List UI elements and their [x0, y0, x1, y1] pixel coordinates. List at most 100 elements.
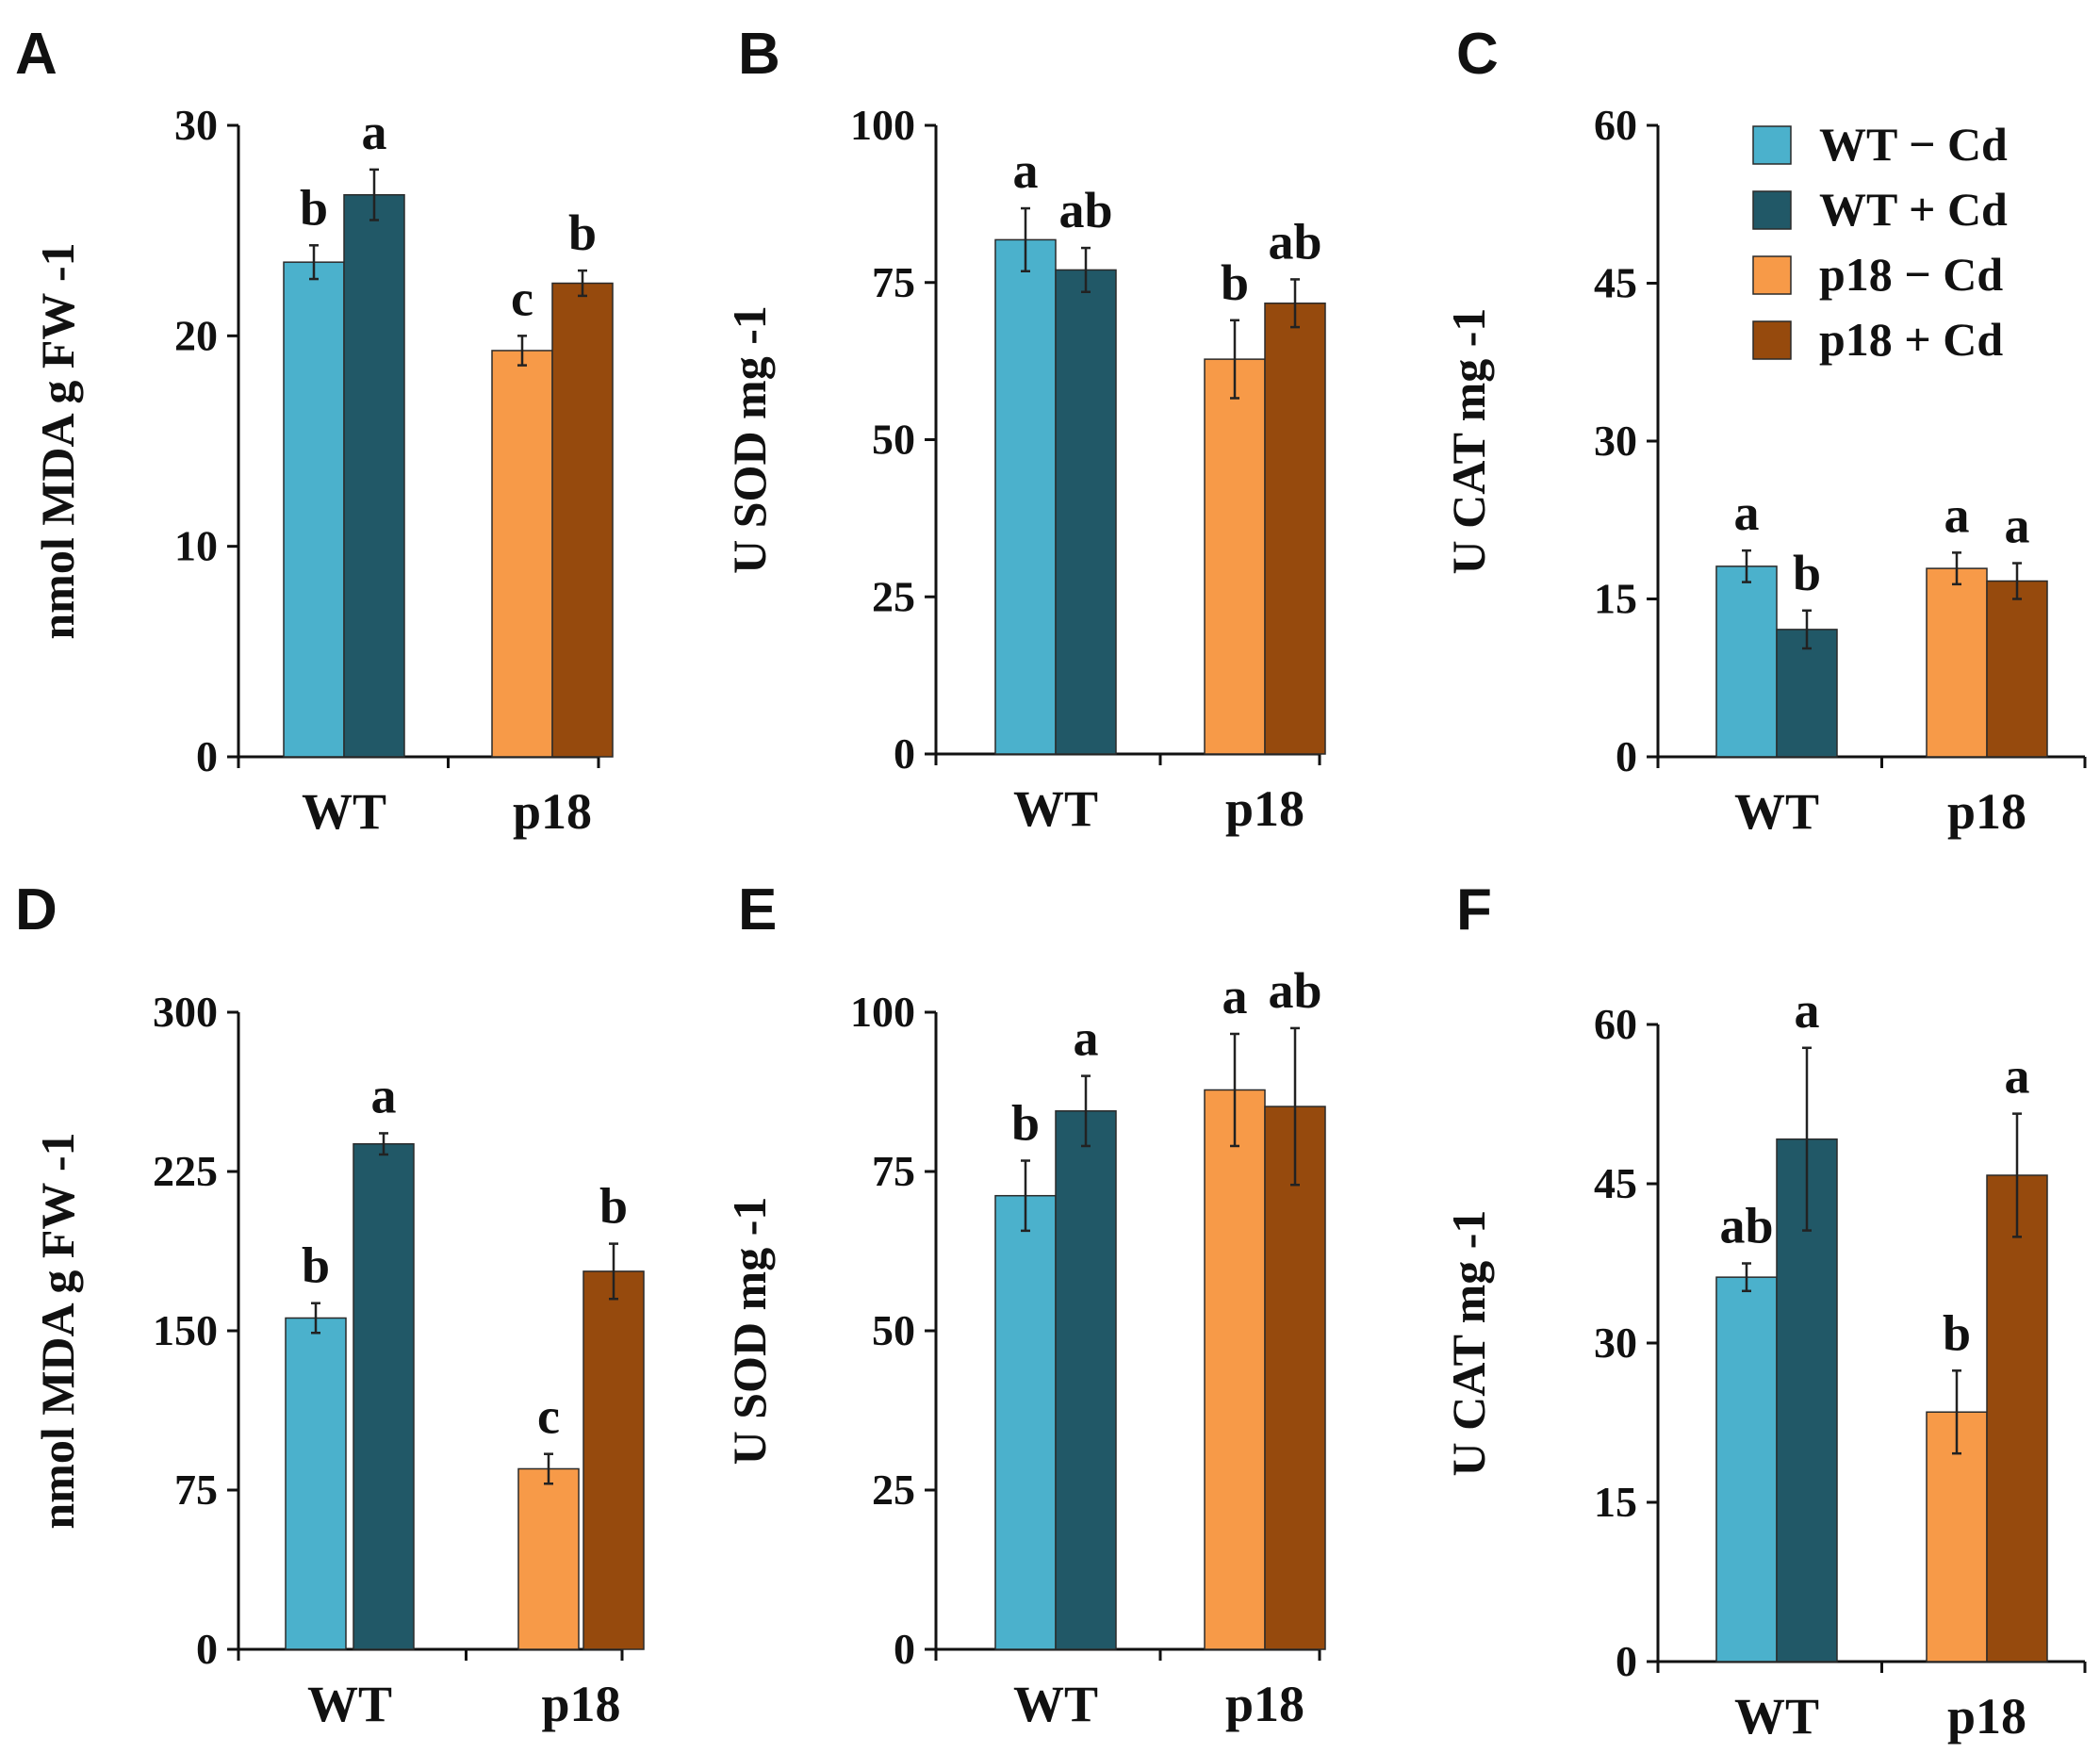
bar — [283, 261, 345, 758]
panel-label: A — [15, 22, 57, 87]
y-tick-label: 100 — [850, 101, 915, 149]
y-tick-label: 150 — [153, 1306, 218, 1354]
y-tick-label: 60 — [1594, 101, 1637, 149]
significance-letter: b — [1011, 1095, 1040, 1152]
significance-letter: a — [2005, 1048, 2030, 1105]
significance-letter: ab — [1268, 962, 1321, 1019]
bar — [1715, 1276, 1778, 1663]
significance-letter: a — [1074, 1010, 1099, 1067]
x-category-label: WT — [1013, 780, 1098, 837]
y-tick-label: 50 — [872, 416, 915, 464]
significance-letter: a — [1944, 486, 1970, 543]
y-tick-label: 10 — [174, 522, 218, 570]
y-tick-label: 0 — [1616, 1637, 1637, 1685]
legend: WT − Cd WT + Cd p18 − Cd p18 + Cd — [1752, 118, 2008, 366]
x-category-label: p18 — [1225, 1676, 1304, 1732]
y-tick-label: 0 — [894, 1625, 915, 1673]
y-tick-label: 15 — [1594, 1478, 1637, 1526]
panel-label: E — [738, 877, 777, 942]
significance-letter: a — [371, 1067, 397, 1123]
y-axis-label: nmol MDA g FW -1 — [31, 1132, 84, 1529]
y-axis-label: nmol MDA g FW -1 — [31, 242, 84, 639]
significance-letter: c — [511, 270, 533, 326]
x-category-label: p18 — [1947, 1688, 2026, 1745]
y-tick-label: 60 — [1594, 1000, 1637, 1048]
legend-label: p18 − Cd — [1819, 248, 2003, 301]
legend-label: p18 + Cd — [1819, 313, 2003, 366]
y-axis-label: U SOD mg -1 — [723, 305, 776, 574]
legend-label: WT + Cd — [1819, 183, 2008, 236]
y-tick-label: 225 — [153, 1147, 218, 1195]
bar — [1264, 1106, 1326, 1650]
bar — [343, 193, 405, 758]
y-tick-label: 300 — [153, 988, 218, 1036]
legend-label: WT − Cd — [1819, 118, 2008, 171]
y-axis-label: U CAT mg -1 — [1442, 308, 1495, 575]
significance-letter: a — [362, 104, 387, 160]
x-category-label: p18 — [1225, 780, 1304, 837]
y-tick-label: 25 — [872, 1466, 915, 1514]
y-tick-label: 75 — [872, 258, 915, 306]
bar — [551, 282, 614, 758]
significance-letter: a — [1013, 142, 1039, 199]
bar — [285, 1317, 347, 1650]
significance-letter: a — [2005, 498, 2030, 554]
significance-letter: a — [1222, 968, 1248, 1024]
bar — [582, 1270, 645, 1650]
y-axis-label: U SOD mg -1 — [723, 1197, 776, 1466]
significance-letter: ab — [1719, 1198, 1773, 1254]
bar — [1204, 358, 1266, 755]
bar — [1926, 567, 1988, 758]
x-category-label: WT — [1734, 783, 1819, 840]
y-tick-label: 0 — [894, 729, 915, 778]
x-category-label: WT — [307, 1676, 392, 1732]
x-category-label: p18 — [513, 783, 592, 840]
bar — [1055, 269, 1117, 755]
x-category-label: WT — [1013, 1676, 1098, 1732]
y-tick-label: 75 — [872, 1147, 915, 1195]
panel-label: B — [738, 22, 780, 87]
legend-swatch — [1752, 125, 1792, 165]
x-category-label: p18 — [541, 1676, 620, 1732]
y-tick-label: 45 — [1594, 259, 1637, 307]
y-tick-label: 15 — [1594, 575, 1637, 623]
y-tick-label: 0 — [196, 1625, 218, 1673]
x-category-label: WT — [1734, 1688, 1819, 1745]
y-tick-label: 75 — [174, 1466, 218, 1514]
bar — [1204, 1089, 1266, 1650]
panel-label: F — [1456, 877, 1492, 942]
significance-letter: b — [568, 205, 597, 261]
y-tick-label: 25 — [872, 572, 915, 620]
y-tick-label: 50 — [872, 1306, 915, 1354]
bar — [1776, 629, 1838, 758]
x-category-label: p18 — [1947, 783, 2026, 840]
y-axis-label: U CAT mg -1 — [1442, 1210, 1495, 1477]
significance-letter: b — [1943, 1304, 1971, 1361]
significance-letter: ab — [1058, 182, 1112, 238]
significance-letter: b — [1221, 254, 1249, 311]
bar — [1715, 565, 1778, 758]
significance-letter: c — [537, 1388, 560, 1445]
bar — [353, 1142, 415, 1650]
bar — [994, 1194, 1057, 1650]
bar — [517, 1467, 580, 1650]
y-tick-label: 0 — [196, 732, 218, 780]
significance-letter: a — [1795, 982, 1820, 1039]
bar — [994, 238, 1057, 755]
significance-letter: ab — [1268, 213, 1321, 270]
legend-swatch — [1752, 320, 1792, 360]
bar — [1986, 580, 2048, 758]
bar — [491, 350, 553, 758]
panel-label: C — [1456, 22, 1499, 87]
y-tick-label: 45 — [1594, 1159, 1637, 1207]
y-tick-label: 20 — [174, 311, 218, 359]
legend-swatch — [1752, 190, 1792, 230]
panel-label: D — [15, 877, 57, 942]
y-tick-label: 0 — [1616, 732, 1637, 780]
